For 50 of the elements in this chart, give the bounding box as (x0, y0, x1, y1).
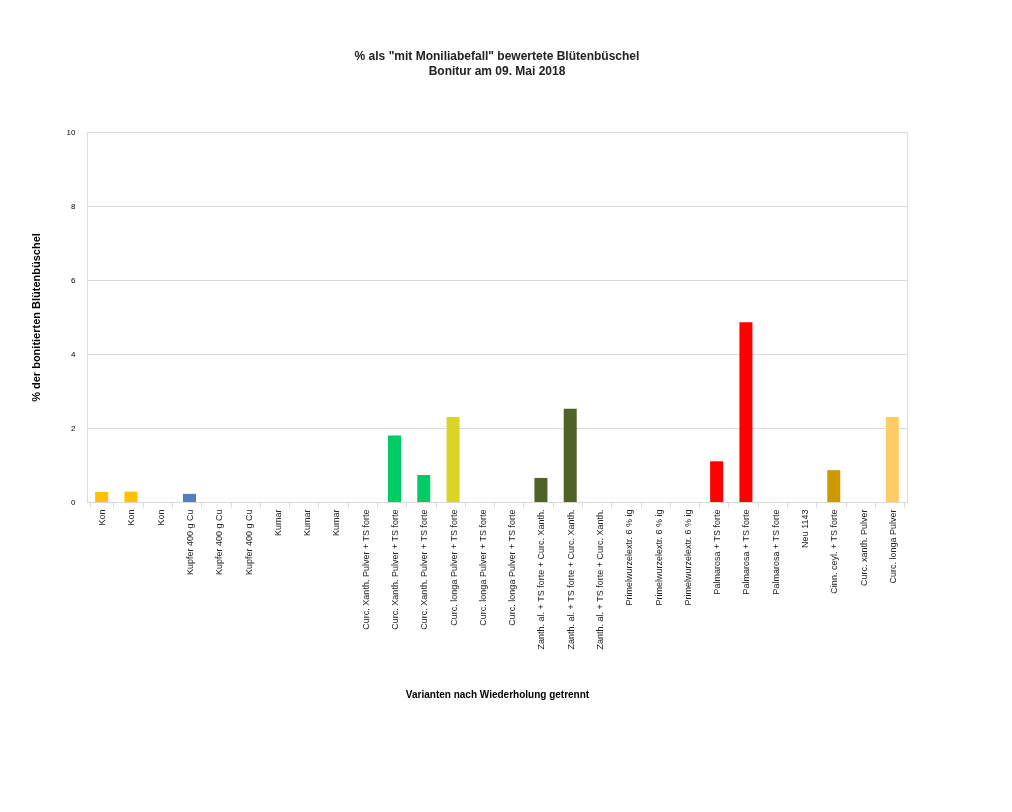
y-tick-label: 10 (66, 127, 77, 137)
y-tick-label: 2 (71, 423, 77, 433)
x-tick-label: Neu 1143 (800, 509, 810, 548)
x-tick-label: Palmarosa + TS forte (712, 509, 723, 595)
x-tick-label: Zanth. al. + TS forte + Curc. Xanth. (565, 509, 576, 650)
bar (95, 492, 109, 502)
x-tick-label: Kon (126, 509, 137, 526)
chart-subtitle: Bonitur am 09. Mai 2018 (428, 64, 566, 78)
x-tick-label: Zanth. al. + TS forte + Curc. Xanth. (595, 509, 605, 650)
x-tick-label: Kumar (272, 509, 283, 537)
bar (885, 416, 899, 502)
x-tick-label: Kon (155, 509, 166, 526)
x-tick-label: Curc. longa Pulver + TS forte (448, 509, 459, 626)
x-tick-label: Curc. longa Pulver (887, 509, 898, 584)
x-tick-label: Palmarosa + TS forte (770, 509, 781, 595)
bar (739, 322, 753, 502)
y-tick-label: 4 (71, 349, 77, 359)
bar (710, 461, 724, 502)
x-tick-label: Curc. xanth. Pulver (858, 509, 869, 587)
bar (417, 474, 431, 502)
x-tick-label: Kumar (331, 509, 342, 537)
bar (563, 408, 577, 502)
x-axis-title: Varianten nach Wiederholung getrennt (405, 688, 590, 700)
y-tick-label: 6 (71, 275, 77, 285)
x-tick-label: Curc. longa Pulver + TS forte (477, 509, 488, 626)
x-tick-label: Primelwurzelextr. 6 % ig (653, 509, 664, 606)
x-tick-label: Kupfer 400 g Cu (243, 509, 254, 576)
x-tick-label: Primelwurzelextr. 6 % ig (624, 509, 635, 606)
y-tick-label: 8 (71, 201, 77, 211)
x-tick-label: Curc. Xanth. Pulver + TS forte (419, 509, 430, 630)
bar (827, 470, 841, 502)
x-tick-label: Cinn. ceyl. + TS forte (829, 509, 840, 594)
bar (534, 477, 548, 502)
bar (446, 416, 460, 502)
x-tick-label: Primelwurzelextr. 6 % ig (682, 509, 693, 606)
bar (183, 493, 196, 502)
x-tick-label: Kupfer 400 g Cu (214, 509, 225, 576)
x-tick-label: Curc. longa Pulver + TS forte (507, 509, 518, 626)
x-tick-label: Zanth. al. + TS forte + Curc. Xanth. (536, 509, 547, 650)
x-tick-label: Curc. Xanth. Pulver + TS forte (360, 509, 371, 630)
x-tick-label: Curc. Xanth. Pulver + TS forte (390, 509, 400, 630)
x-tick-label: Kupfer 400 g Cu (185, 509, 195, 576)
chart-title: % als "mit Moniliabefall" bewertete Blütenbüschel (354, 49, 640, 63)
y-tick-label: 0 (71, 497, 77, 507)
y-axis-title: % der bonitierten Blütenbüschel (29, 233, 42, 402)
bar (388, 435, 401, 502)
x-tick-label: Kumar (302, 509, 313, 537)
bar (124, 491, 138, 502)
x-tick-label: Palmarosa + TS forte (741, 509, 752, 595)
x-tick-label: Kon (97, 509, 108, 526)
